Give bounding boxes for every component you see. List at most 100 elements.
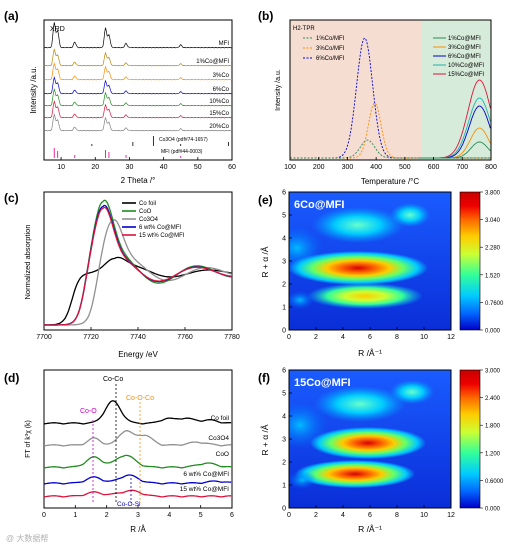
xanes-legend-label: Co foil <box>139 201 156 207</box>
exafs-trace-label: 15 wt% Co@MFI <box>180 486 229 493</box>
panel-c: (c) Co foil CoO Co3O4 6 wt% Co@MFI 15 wt% Co… <box>4 191 240 359</box>
panel-e-y-tick-label: 1 <box>282 305 286 312</box>
exafs-trace-label: Co3O4 <box>208 435 229 442</box>
panel-f-y-tick-label: 3 <box>282 437 286 444</box>
panel-a-x-tick-label: 10 <box>57 164 65 171</box>
xanes-legend-label: 6 wt% Co@MFI <box>139 225 181 231</box>
exafs-curve <box>43 430 232 447</box>
panel-c-x-tick-label: 7780 <box>224 334 240 341</box>
xrd-trace <box>43 100 233 119</box>
panel-b-x-ticks: 100 200 300 400 500 600 700 800 <box>284 157 497 171</box>
xanes-legend: Co foil CoO Co3O4 6 wt% Co@MFI 15 wt% Co@MFI <box>122 201 185 239</box>
xanes-legend-label: CoO <box>139 209 152 215</box>
panel-a-trace-labels: MFI 1%Co@MFI 3%Co 6%Co 10%Co 15%Co 20%Co <box>196 41 229 130</box>
panel-e-y-tick-label: 5 <box>282 213 286 220</box>
panel-a-x-tick-label: 20 <box>91 164 99 171</box>
panel-b-x-tick-label: 300 <box>342 164 354 171</box>
colorbar-tick-label: 3.000 <box>485 369 501 375</box>
panel-d-label: (d) <box>4 371 19 385</box>
panel-b-x-tick-label: 200 <box>313 164 325 171</box>
panel-b-x-tick-label: 600 <box>428 164 440 171</box>
panel-f-x-tick-label: 10 <box>420 512 428 519</box>
panel-c-label: (c) <box>4 191 19 205</box>
panel-f-y-tick-label: 5 <box>282 391 286 398</box>
xrd-trace-label: 15%Co <box>209 111 229 117</box>
panel-a-ylabel: Intensity /a.u. <box>29 66 38 114</box>
xrd-trace <box>43 76 233 95</box>
panel-e-y-tick-label: 0 <box>282 328 286 335</box>
tpr-curve <box>419 141 491 159</box>
tpr-legend-label: 6%Co@MFI <box>448 54 481 60</box>
co-o-si-annotation: Co-O-Si <box>117 501 140 508</box>
panel-a-x-tick-label: 50 <box>194 164 202 171</box>
panel-b-x-tick-label: 700 <box>456 164 468 171</box>
panel-e-colorbar <box>459 191 481 331</box>
panel-e-y-tick-label: 6 <box>282 190 286 197</box>
panel-e-x-tick-label: 8 <box>395 334 399 341</box>
co-co-annotation: Co-Co <box>103 376 123 383</box>
exafs-curve <box>43 400 232 425</box>
panel-d: (d) Co-Co Co-O Co-O-Co Co-O-Si Co foilCo… <box>4 369 234 534</box>
panel-f-colorbar-ticks: 3.000 2.400 1.800 1.200 0.6000 0.000 <box>480 369 504 513</box>
tpr-curves <box>290 37 491 159</box>
co-o-annotation: Co-O <box>80 408 97 415</box>
panel-f-x-tick-label: 8 <box>395 512 399 519</box>
xrd-traces <box>43 22 233 158</box>
wt-map-15co <box>289 370 451 508</box>
watermark: @ 大数据帮 <box>6 533 48 543</box>
tpr-legend-label: 15%Co@MFI <box>448 72 484 78</box>
panel-f-y-tick-label: 2 <box>282 460 286 467</box>
panel-f-y-tick-label: 6 <box>282 368 286 375</box>
panel-e-x-tick-label: 6 <box>368 334 372 341</box>
exafs-curve <box>43 454 232 469</box>
panel-a-ref-label-0: Co3O4 (pdf#74-1657) <box>159 137 208 143</box>
panel-f-y-tick-label: 4 <box>282 414 286 421</box>
xrd-trace <box>43 88 233 107</box>
panel-a-corner-text: XRD <box>50 26 65 33</box>
panel-d-xlabel: R /Å <box>130 525 146 534</box>
panel-f-x-tick-label: 4 <box>341 512 345 519</box>
panel-e-x-tick-label: 10 <box>420 334 428 341</box>
colorbar-tick-label: 1.200 <box>485 451 501 457</box>
panel-e-x-tick-label: 4 <box>341 334 345 341</box>
exafs-trace-label: Co foil <box>211 415 230 422</box>
tpr-legend-label: 1%Co@MFI <box>448 36 481 42</box>
panel-a-frame <box>43 19 233 161</box>
tpr-legend-label: 3%Co/MFI <box>316 46 345 52</box>
exafs-curve <box>43 489 232 498</box>
panel-c-xlabel: Energy /eV <box>118 350 158 359</box>
panel-b-xlabel: Temperature /°C <box>361 177 420 186</box>
panel-c-x-tick-label: 7740 <box>130 334 146 341</box>
panel-f-y-tick-label: 0 <box>282 506 286 513</box>
panel-c-x-tick-label: 7760 <box>177 334 193 341</box>
panel-a-ref-label-1: MFI (pdf#44-0003) <box>161 149 203 155</box>
tpr-curve <box>290 139 491 159</box>
panel-a-x-tick-label: 60 <box>228 164 236 171</box>
panel-c-x-tick-label: 7720 <box>83 334 99 341</box>
panel-e-inset-title: 6Co@MFI <box>294 199 344 211</box>
panel-e-xlabel: R /Å⁻¹ <box>358 348 382 358</box>
xrd-trace-label: 3%Co <box>213 73 230 79</box>
panel-b-x-tick-label: 500 <box>399 164 411 171</box>
colorbar-tick-label: 0.7600 <box>485 301 504 307</box>
panel-f-x-tick-label: 2 <box>314 512 318 519</box>
tpr-legend-supported: 1%Co/MFI 3%Co/MFI 6%Co/MFI <box>303 36 345 62</box>
panel-e-x-tick-label: 0 <box>287 334 291 341</box>
colorbar-tick-label: 0.000 <box>485 507 501 513</box>
panel-f-x-tick-label: 12 <box>447 512 455 519</box>
panel-e-y-tick-label: 2 <box>282 282 286 289</box>
panel-b-frame <box>289 19 492 161</box>
exafs-trace-label: 6 wt% Co@MFI <box>183 471 229 478</box>
panel-d-ylabel: FT of k³χ (k) <box>25 420 32 458</box>
panel-e-x-tick-label: 12 <box>447 334 455 341</box>
panel-b-x-tick-label: 100 <box>284 164 296 171</box>
panel-d-x-tick-label: 6 <box>230 512 234 519</box>
panel-c-frame <box>43 191 233 331</box>
panel-b: (b) H2-TPR 1%Co/MFI 3%Co/MFI 6%Co/MFI 1%Co… <box>258 9 497 186</box>
xanes-legend-label: Co3O4 <box>139 217 159 223</box>
xanes-curve <box>44 219 233 326</box>
panel-a-x-tick-label: 40 <box>160 164 168 171</box>
